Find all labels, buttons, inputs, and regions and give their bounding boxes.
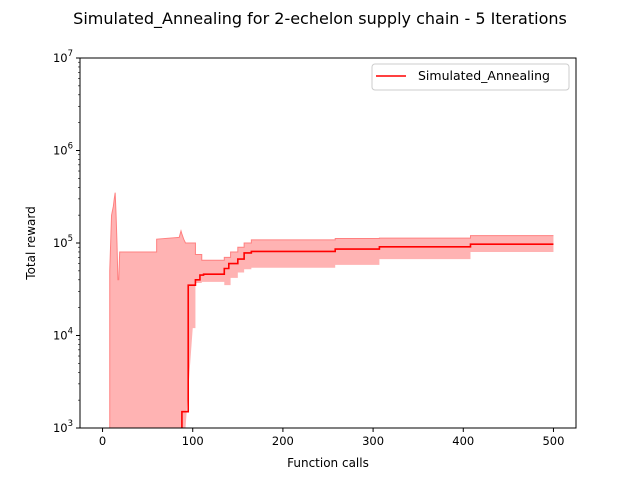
y-tick-label: 104 (53, 327, 73, 343)
y-tick-label-base: 10 (53, 236, 68, 250)
plot-area (79, 57, 577, 429)
y-tick-label-exponent: 7 (68, 49, 73, 59)
legend-label-simulated-annealing: Simulated_Annealing (418, 68, 550, 83)
y-tick-label-base: 10 (53, 51, 68, 65)
confidence-band (109, 192, 554, 428)
x-tick-label: 500 (542, 434, 564, 448)
y-tick-label: 107 (53, 49, 73, 65)
x-axis: 0 100 200 300 400 500 (99, 428, 564, 448)
y-tick-label-base: 10 (53, 421, 68, 435)
y-tick-label-base: 10 (53, 144, 68, 158)
series-line-simulated-annealing (181, 243, 554, 428)
y-tick-label: 103 (53, 419, 73, 435)
confidence-band-upper-edge (109, 192, 554, 428)
legend-box (371, 63, 570, 91)
x-tick-label: 0 (99, 434, 106, 448)
chart-title: Simulated_Annealing for 2-echelon supply… (73, 9, 567, 29)
x-tick-label: 300 (362, 434, 384, 448)
y-axis-label: Total reward (24, 206, 38, 280)
x-tick-label: 100 (182, 434, 204, 448)
y-tick-label-base: 10 (53, 329, 68, 343)
y-tick-label-exponent: 6 (68, 142, 73, 152)
y-tick-label: 105 (53, 234, 73, 250)
x-tick-label: 200 (272, 434, 294, 448)
y-tick-label-exponent: 3 (68, 419, 73, 429)
legend: Simulated_Annealing (371, 63, 570, 91)
y-tick-label: 106 (53, 142, 73, 158)
x-tick-label: 400 (452, 434, 474, 448)
y-tick-label-exponent: 4 (68, 327, 73, 337)
y-tick-label-exponent: 5 (68, 234, 73, 244)
x-axis-label: Function calls (287, 456, 369, 470)
